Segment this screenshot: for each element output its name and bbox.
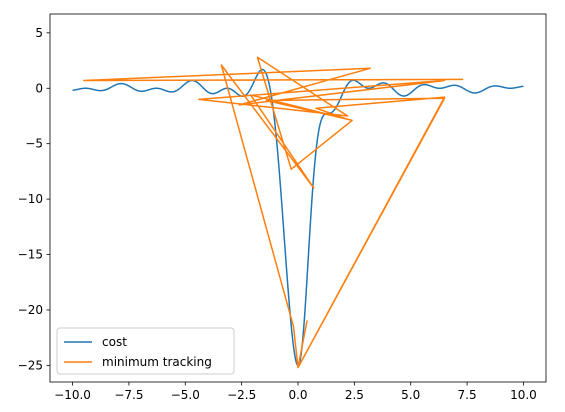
x-tick-label: −2.5 bbox=[227, 388, 256, 402]
y-tick-label: 0 bbox=[35, 81, 43, 95]
x-tick-label: 7.5 bbox=[458, 388, 477, 402]
x-tick-label: 0.0 bbox=[288, 388, 307, 402]
x-tick-label: 10.0 bbox=[510, 388, 537, 402]
x-axis: −10.0 −7.5 −5.0 −2.5 0.0 2.5 5.0 7.5 10.0 bbox=[54, 382, 537, 402]
y-axis: 5 0 −5 −10 −15 −20 −25 bbox=[18, 26, 50, 372]
x-tick-label: −5.0 bbox=[171, 388, 200, 402]
legend-label-cost: cost bbox=[102, 335, 127, 349]
legend-box bbox=[56, 327, 235, 375]
y-tick-label: 5 bbox=[35, 26, 43, 40]
y-tick-label: −5 bbox=[25, 137, 43, 151]
y-tick-label: −10 bbox=[18, 192, 43, 206]
legend: cost minimum tracking bbox=[56, 327, 235, 375]
y-tick-label: −20 bbox=[18, 303, 43, 317]
y-tick-label: −25 bbox=[18, 358, 43, 372]
legend-label-minimum-tracking: minimum tracking bbox=[102, 355, 212, 369]
x-tick-label: −7.5 bbox=[114, 388, 143, 402]
y-tick-label: −15 bbox=[18, 248, 43, 262]
series-line-minimum-tracking bbox=[83, 56, 464, 369]
x-tick-label: −10.0 bbox=[54, 388, 91, 402]
x-tick-label: 2.5 bbox=[345, 388, 364, 402]
x-tick-label: 5.0 bbox=[401, 388, 420, 402]
plot-area bbox=[72, 56, 524, 369]
